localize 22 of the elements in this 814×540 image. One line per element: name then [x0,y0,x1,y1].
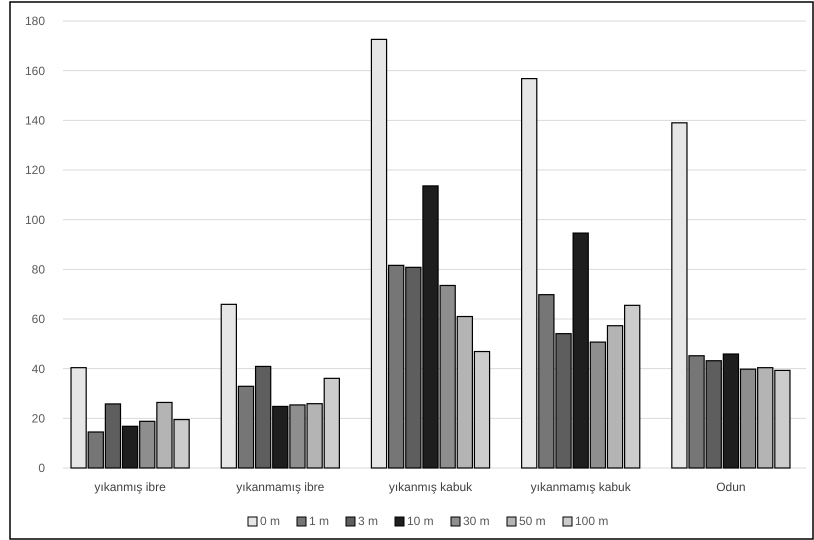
y-tick-label: 100 [24,212,46,227]
y-tick-label: 60 [32,312,46,326]
y-tick-label: 0 [38,461,46,476]
legend-label: 3 m [358,514,378,528]
x-tick-label: Odun [716,480,746,494]
y-tick-label: 160 [24,64,46,78]
y-tick-label: 140 [24,114,46,128]
legend-label: 10 m [407,514,434,528]
legend-label: 0 m [260,514,280,528]
y-tick-label: 120 [24,163,46,178]
x-tick-label: yıkanmış ibre [94,480,166,494]
x-tick-label: yıkanmamış ibre [236,480,325,494]
y-tick-label: 20 [32,412,46,426]
y-tick-label: 180 [24,14,46,28]
legend-label: 100 m [575,514,608,528]
legend-label: 1 m [309,514,330,528]
x-tick-label: yıkanmış kabuk [388,480,474,494]
legend-label: 30 m [463,514,490,528]
y-tick-label: 40 [32,362,46,376]
legend-label: 50 m [519,514,546,528]
x-tick-label: yıkanmamış kabuk [530,480,632,494]
y-tick-label: 80 [32,262,46,277]
